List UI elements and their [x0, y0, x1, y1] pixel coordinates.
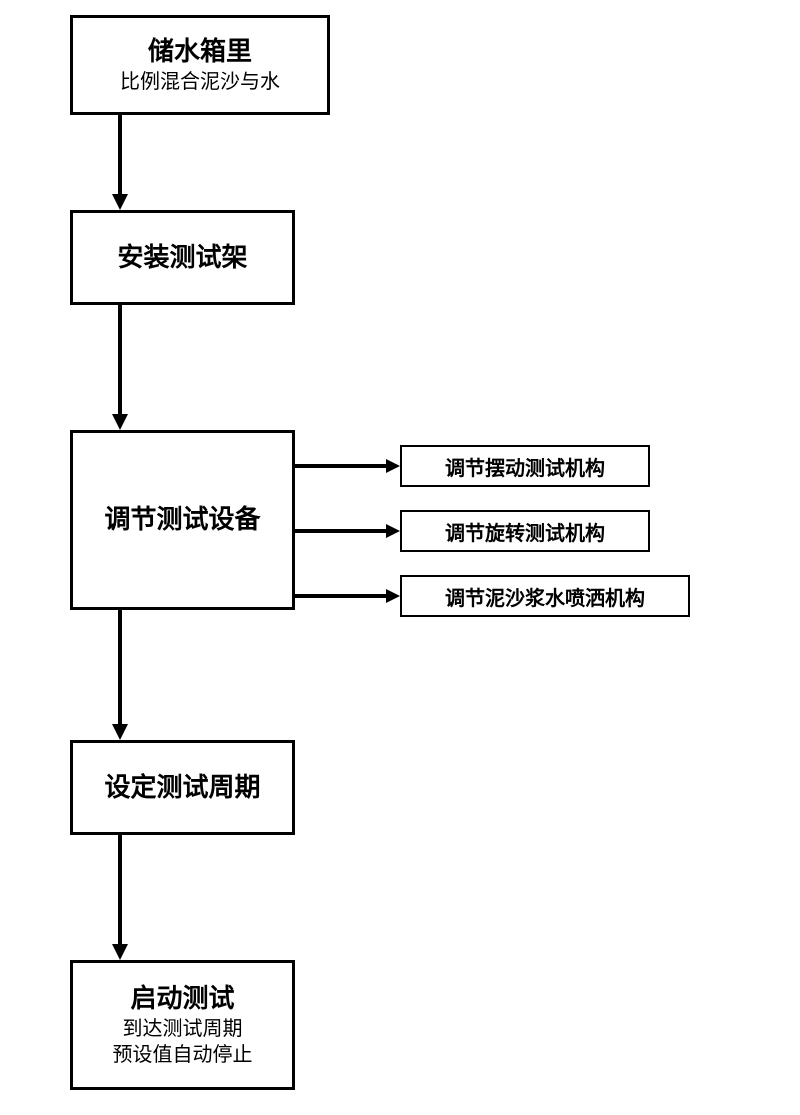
side-node-2: 调节旋转测试机构	[400, 510, 650, 552]
node-title: 设定测试周期	[104, 771, 260, 805]
arrow-head-icon	[386, 459, 400, 473]
node-title: 调节测试设备	[104, 503, 260, 537]
arrow-connector	[295, 594, 387, 598]
side-node-1: 调节摆动测试机构	[400, 445, 650, 487]
arrow-connector	[118, 115, 122, 195]
node-subtitle: 到达测试周期 预设值自动停止	[113, 1016, 253, 1068]
arrow-connector	[295, 529, 387, 533]
arrow-connector	[118, 835, 122, 945]
side-label: 调节旋转测试机构	[445, 517, 605, 546]
side-label: 调节泥沙浆水喷洒机构	[445, 582, 645, 611]
arrow-head-icon	[112, 194, 128, 210]
node-title: 安装测试架	[117, 241, 247, 275]
flow-node-4: 设定测试周期	[70, 740, 295, 835]
arrow-connector	[118, 305, 122, 415]
side-label: 调节摆动测试机构	[445, 452, 605, 481]
flow-node-5: 启动测试 到达测试周期 预设值自动停止	[70, 960, 295, 1090]
arrow-head-icon	[112, 724, 128, 740]
flow-node-1: 储水箱里 比例混合泥沙与水	[70, 15, 330, 115]
arrow-connector	[295, 464, 387, 468]
side-node-3: 调节泥沙浆水喷洒机构	[400, 575, 690, 617]
arrow-head-icon	[112, 414, 128, 430]
node-subtitle: 比例混合泥沙与水	[120, 69, 280, 95]
arrow-head-icon	[386, 589, 400, 603]
arrow-head-icon	[112, 944, 128, 960]
node-title: 储水箱里	[148, 35, 252, 69]
node-title: 启动测试	[130, 982, 234, 1016]
flow-node-2: 安装测试架	[70, 210, 295, 305]
arrow-connector	[118, 610, 122, 725]
flow-node-3: 调节测试设备	[70, 430, 295, 610]
arrow-head-icon	[386, 524, 400, 538]
